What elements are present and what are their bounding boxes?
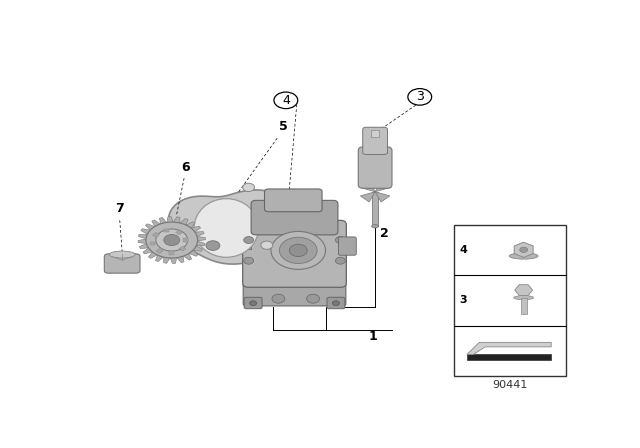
Polygon shape bbox=[467, 342, 551, 354]
Polygon shape bbox=[180, 219, 188, 225]
Bar bbox=[164, 228, 169, 232]
Bar bbox=[521, 297, 527, 314]
Bar bbox=[169, 251, 174, 255]
Circle shape bbox=[243, 183, 255, 192]
Bar bbox=[150, 242, 156, 245]
Ellipse shape bbox=[148, 237, 203, 249]
Polygon shape bbox=[189, 250, 198, 256]
Circle shape bbox=[244, 237, 253, 244]
Polygon shape bbox=[195, 232, 204, 237]
Bar bbox=[175, 230, 182, 235]
Bar bbox=[372, 192, 378, 226]
Polygon shape bbox=[159, 218, 166, 224]
Polygon shape bbox=[170, 258, 177, 263]
Circle shape bbox=[164, 234, 180, 246]
Circle shape bbox=[271, 232, 326, 269]
Ellipse shape bbox=[194, 198, 259, 257]
Circle shape bbox=[289, 244, 307, 257]
Text: 6: 6 bbox=[181, 161, 190, 174]
Circle shape bbox=[261, 241, 273, 250]
Circle shape bbox=[307, 294, 319, 303]
Polygon shape bbox=[177, 256, 184, 263]
Polygon shape bbox=[138, 234, 147, 239]
Polygon shape bbox=[145, 224, 155, 230]
Polygon shape bbox=[164, 257, 170, 263]
Circle shape bbox=[250, 301, 257, 306]
Polygon shape bbox=[156, 255, 163, 262]
Polygon shape bbox=[515, 284, 532, 295]
Circle shape bbox=[335, 257, 346, 264]
Polygon shape bbox=[183, 254, 192, 260]
Polygon shape bbox=[193, 246, 203, 251]
Circle shape bbox=[332, 301, 339, 306]
Circle shape bbox=[520, 247, 527, 253]
Polygon shape bbox=[186, 222, 195, 228]
Polygon shape bbox=[197, 237, 205, 241]
Polygon shape bbox=[375, 181, 390, 192]
FancyBboxPatch shape bbox=[339, 237, 356, 255]
FancyBboxPatch shape bbox=[243, 220, 346, 287]
Polygon shape bbox=[514, 242, 533, 258]
Bar bbox=[371, 130, 379, 137]
Polygon shape bbox=[140, 244, 148, 249]
FancyBboxPatch shape bbox=[264, 189, 322, 212]
Ellipse shape bbox=[109, 251, 135, 258]
Circle shape bbox=[172, 236, 183, 245]
Circle shape bbox=[272, 294, 285, 303]
Polygon shape bbox=[191, 226, 200, 232]
Text: 2: 2 bbox=[380, 227, 388, 240]
Circle shape bbox=[244, 257, 253, 264]
Polygon shape bbox=[143, 248, 152, 254]
Polygon shape bbox=[360, 181, 375, 192]
FancyBboxPatch shape bbox=[104, 254, 140, 273]
Circle shape bbox=[206, 241, 220, 250]
Polygon shape bbox=[360, 192, 375, 202]
Text: 3: 3 bbox=[416, 90, 424, 103]
Polygon shape bbox=[138, 239, 147, 243]
Polygon shape bbox=[148, 252, 157, 258]
Bar bbox=[156, 249, 163, 254]
FancyBboxPatch shape bbox=[363, 127, 388, 155]
FancyBboxPatch shape bbox=[244, 297, 262, 309]
FancyBboxPatch shape bbox=[327, 297, 345, 309]
Bar bbox=[152, 233, 159, 237]
FancyBboxPatch shape bbox=[251, 200, 338, 235]
Polygon shape bbox=[375, 192, 390, 202]
Text: 4: 4 bbox=[282, 94, 290, 107]
FancyBboxPatch shape bbox=[358, 147, 392, 188]
Circle shape bbox=[146, 222, 198, 258]
Text: 3: 3 bbox=[460, 295, 467, 306]
Polygon shape bbox=[167, 216, 173, 222]
Bar bbox=[214, 242, 251, 249]
Circle shape bbox=[280, 237, 317, 263]
Bar bbox=[467, 354, 551, 360]
Text: 5: 5 bbox=[279, 120, 288, 133]
Polygon shape bbox=[152, 220, 160, 227]
Circle shape bbox=[156, 229, 188, 251]
Polygon shape bbox=[173, 217, 180, 223]
Ellipse shape bbox=[509, 253, 538, 259]
Bar bbox=[179, 246, 186, 251]
Bar bbox=[454, 224, 566, 376]
Text: 90441: 90441 bbox=[493, 380, 528, 390]
Text: 4: 4 bbox=[460, 245, 467, 255]
Polygon shape bbox=[141, 229, 150, 234]
FancyBboxPatch shape bbox=[243, 280, 346, 306]
Text: 1: 1 bbox=[368, 330, 377, 343]
Ellipse shape bbox=[514, 296, 534, 300]
Polygon shape bbox=[168, 190, 296, 264]
Text: 7: 7 bbox=[115, 202, 124, 215]
Ellipse shape bbox=[372, 224, 379, 228]
Bar bbox=[183, 238, 188, 242]
Polygon shape bbox=[196, 241, 205, 246]
Circle shape bbox=[335, 237, 346, 244]
